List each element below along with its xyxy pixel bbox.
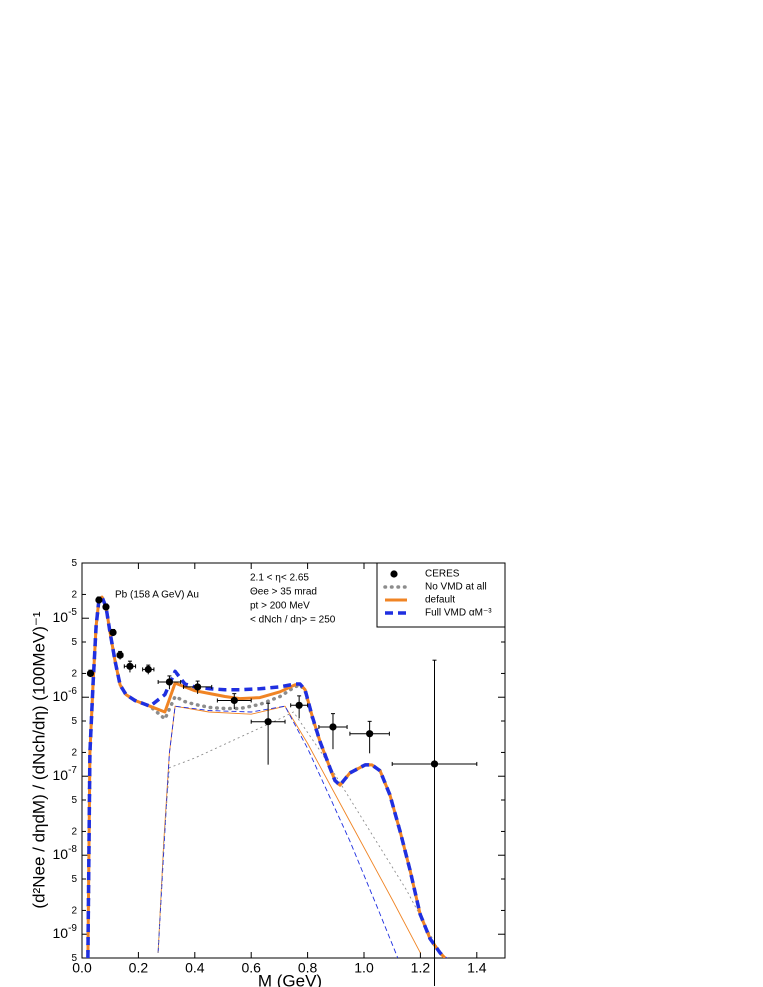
y-tick-base: 2 [71,826,77,837]
y-tick-base: 10 [53,925,69,941]
data-point [329,723,337,731]
legend-label: No VMD at all [425,582,487,593]
data-point [230,696,238,705]
data-point [102,603,110,611]
y-tick-label: 5 [71,795,77,806]
legend-label: Full VMD αM⁻³ [425,608,492,619]
plot-area [86,595,448,958]
y-tick-base: 5 [71,953,77,964]
y-tick-base: 2 [71,589,77,600]
legend-label: default [425,595,455,606]
y-tick-label: 10-6 [53,686,78,704]
y-tick-label: 2 [71,905,77,916]
y-tick-label: 5 [71,558,77,569]
data-point [366,730,374,738]
y-tick-label: 10-7 [53,765,78,783]
y-tick-base: 5 [71,716,77,727]
y-tick-exponent: -7 [68,765,77,776]
annotation: Θee > 35 mrad [250,587,317,598]
y-tick-label: 2 [71,826,77,837]
y-tick-exponent: -9 [68,923,77,934]
x-tick-label: 1.0 [354,960,374,976]
plot-frame [81,562,506,959]
y-tick-base: 2 [71,668,77,679]
x-tick-label: 0.4 [185,960,205,976]
y-tick-base: 10 [53,688,69,704]
y-tick-exponent: -5 [68,607,77,618]
x-tick-label: 1.4 [467,960,487,976]
y-tick-label: 5 [71,716,77,727]
y-tick-base: 10 [53,767,69,783]
y-tick-label: 2 [71,668,77,679]
legend-box [376,562,506,628]
y-tick-base: 2 [71,905,77,916]
annotation: 2.1 < η< 2.65 [250,573,309,584]
y-tick-base: 5 [71,558,77,569]
data-point [86,669,95,678]
data-point [295,701,303,709]
y-tick-base: 5 [71,637,77,648]
data-point [109,628,117,637]
x-tick-label: 0.0 [72,960,92,976]
x-axis-label: M (GeV) [258,971,322,987]
y-tick-label: 2 [71,589,77,600]
y-tick-label: 10-8 [53,844,78,862]
annotation: < dNch / dη> = 250 [250,615,336,626]
data-point [264,718,272,726]
data-point [165,678,174,686]
series-line [157,711,441,954]
annotation: Pb (158 A GeV) Au [115,590,199,601]
x-tick-label: 0.6 [241,960,261,976]
series-line [157,705,399,958]
y-axis-label: (d²Nee / dηdM) / (dNch/dη) (100MeV)⁻¹ [29,611,48,908]
y-tick-base: 10 [53,846,69,862]
x-tick-label: 0.8 [298,960,318,976]
x-tick-label: 1.2 [411,960,431,976]
y-tick-label: 5 [71,874,77,885]
y-tick-label: 5 [71,637,77,648]
data-point [116,651,124,659]
y-tick-label: 2 [71,747,77,758]
y-tick-base: 5 [71,874,77,885]
x-tick-label: 0.2 [129,960,149,976]
annotation: pt > 200 MeV [250,601,310,612]
y-tick-label: 10-5 [53,607,78,625]
y-tick-label: 10-9 [53,923,78,941]
data-point [430,760,439,768]
y-tick-base: 10 [53,609,69,625]
data-point [126,662,134,670]
y-tick-exponent: -8 [68,844,77,855]
y-tick-base: 5 [71,795,77,806]
series-line [86,595,448,958]
y-tick-label: 5 [71,953,77,964]
data-point [95,596,103,604]
legend-symbol [390,570,398,578]
y-tick-base: 2 [71,747,77,758]
data-point [144,665,152,673]
y-tick-exponent: -6 [68,686,77,697]
legend-label: CERES [425,569,460,580]
data-point [194,683,202,691]
